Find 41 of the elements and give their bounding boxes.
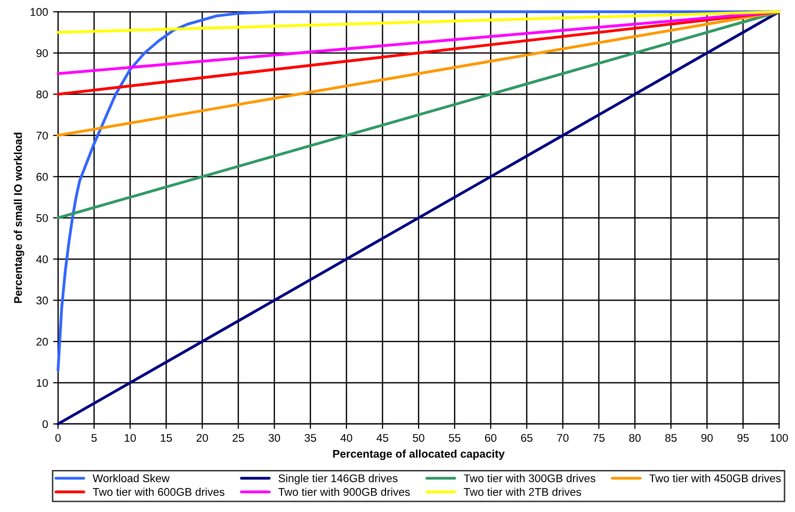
y-tick-label: 0 [42, 420, 48, 428]
y-tick-label: 100 [30, 8, 48, 16]
x-tick-label: 80 [629, 434, 641, 442]
x-tick-label: 55 [448, 434, 460, 442]
x-tick-label: 50 [412, 434, 424, 442]
x-tick-label: 25 [232, 434, 244, 442]
y-tick-label: 30 [36, 296, 48, 304]
y-tick-label: 10 [36, 378, 48, 387]
legend-label: Two tier with 900GB drives [278, 488, 410, 496]
x-tick-label: 40 [340, 434, 352, 442]
y-tick-label: 70 [36, 132, 48, 140]
y-axis-title: Percentage of small IO workload [14, 132, 24, 303]
legend-label: Two tier with 300GB drives [464, 474, 596, 482]
x-tick-label: 85 [665, 434, 677, 442]
x-tick-label: 10 [124, 434, 136, 442]
x-tick-label: 5 [91, 434, 97, 442]
x-tick-label: 70 [557, 434, 569, 442]
legend-label: Two tier with 2TB drives [464, 488, 582, 496]
x-tick-label: 0 [55, 434, 61, 442]
x-tick-label: 15 [160, 434, 172, 442]
x-tick-label: 100 [770, 434, 788, 442]
x-tick-label: 60 [485, 434, 496, 442]
y-tick-label: 40 [36, 255, 48, 264]
legend-label: Workload Skew [92, 474, 170, 482]
x-axis-title: Percentage of allocated capacity [333, 450, 505, 460]
y-tick-label: 80 [36, 90, 48, 98]
legend-label: Single tier 146GB drives [278, 474, 398, 484]
legend-label: Two tier with 450GB drives [649, 474, 781, 482]
x-tick-label: 35 [304, 434, 316, 442]
y-tick-label: 20 [36, 338, 48, 346]
x-tick-label: 75 [593, 434, 605, 442]
x-tick-label: 30 [268, 434, 280, 442]
y-tick-label: 60 [36, 172, 48, 181]
x-tick-label: 95 [737, 434, 749, 442]
y-tick-label: 90 [36, 49, 48, 58]
x-tick-label: 65 [521, 434, 532, 442]
x-tick-label: 45 [376, 434, 388, 442]
x-tick-label: 90 [701, 434, 713, 442]
legend-label: Two tier with 600GB drives [92, 488, 224, 496]
x-tick-label: 20 [196, 434, 208, 442]
y-tick-label: 50 [36, 214, 48, 222]
